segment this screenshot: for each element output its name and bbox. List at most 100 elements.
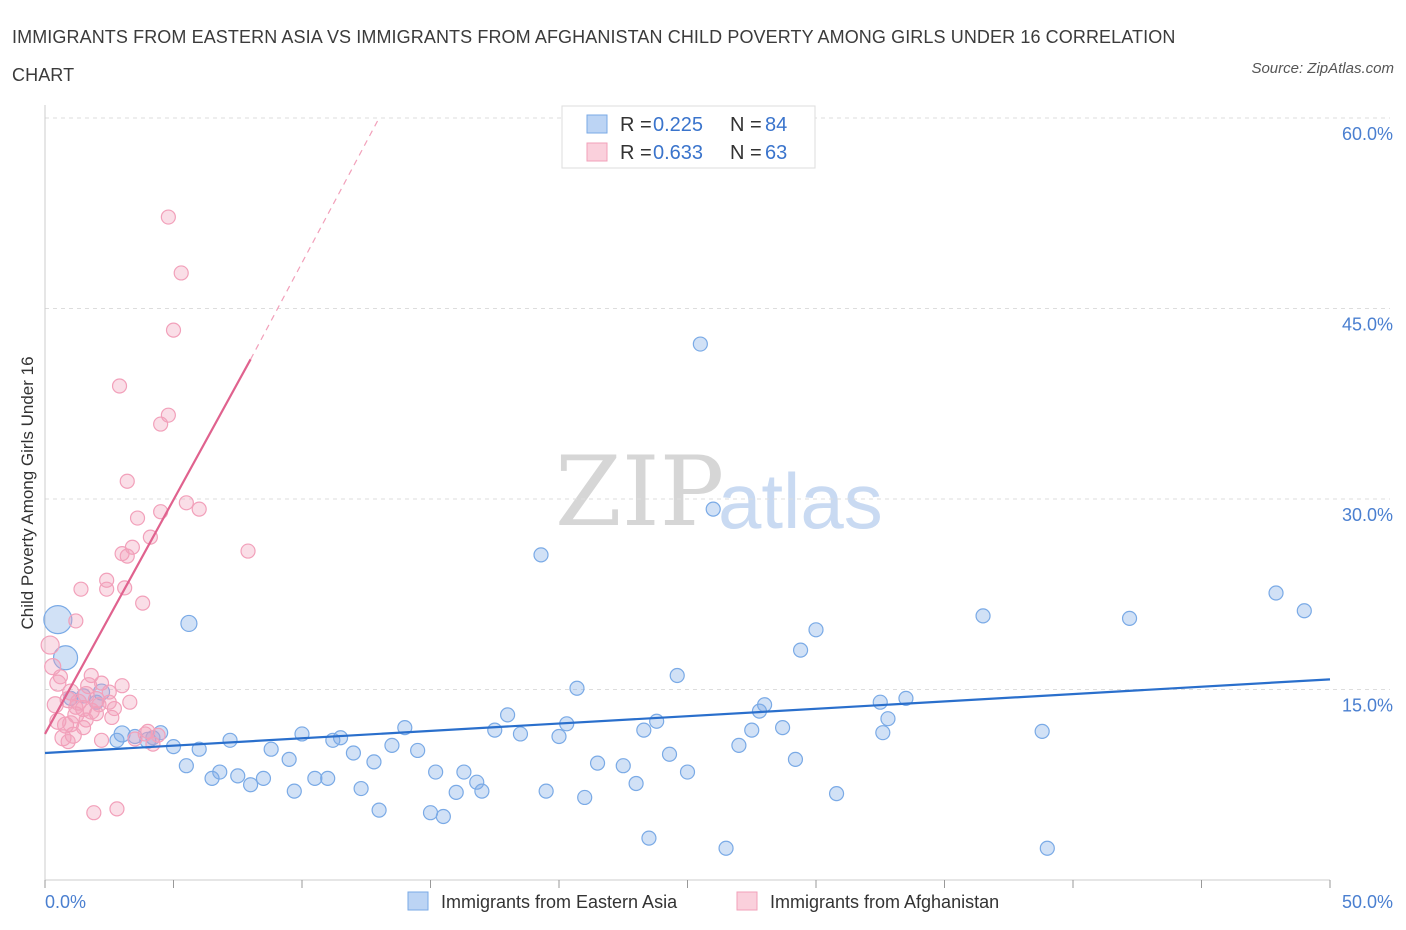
eastern-asia-point-83 <box>109 732 125 748</box>
eastern-asia-point-51 <box>641 830 657 846</box>
afghanistan-point-36 <box>114 678 130 694</box>
y-tick-labels: 15.0% 30.0% 45.0% 60.0% <box>1342 124 1393 716</box>
eastern-asia-point-36 <box>469 774 485 790</box>
eastern-asia-point-17 <box>281 751 297 767</box>
eastern-asia-point-8 <box>180 614 198 633</box>
eastern-asia-point-54 <box>669 667 685 684</box>
eastern-asia-trend-line <box>44 678 1331 755</box>
afghanistan-point-26 <box>93 732 110 748</box>
legend-n-label-0: N = <box>730 114 762 136</box>
afghanistan-point-31 <box>104 709 120 726</box>
eastern-asia-point-21 <box>320 770 336 787</box>
eastern-asia-point-24 <box>345 745 361 761</box>
chart-title: IMMIGRANTS FROM EASTERN ASIA VS IMMIGRAN… <box>12 27 1176 85</box>
eastern-asia-point-15 <box>255 770 272 787</box>
afghanistan-point-61 <box>91 697 107 713</box>
eastern-asia-point-9 <box>191 741 207 757</box>
afghanistan-point-39 <box>119 473 135 489</box>
afghanistan-point-28 <box>99 581 115 597</box>
gridlines <box>45 117 1390 690</box>
afghanistan-point-59 <box>68 699 84 715</box>
afghanistan-point-41 <box>124 539 140 555</box>
eastern-asia-point-35 <box>456 764 472 780</box>
eastern-asia-point-40 <box>512 726 529 742</box>
eastern-asia-point-62 <box>756 697 773 713</box>
legend-box: R = 0.225 N = 84 R = 0.633 N = 63 <box>561 105 816 169</box>
eastern-asia-point-74 <box>1039 840 1055 856</box>
legend-n-value-1: 63 <box>765 142 787 164</box>
bottom-legend-swatch-afghanistan <box>736 891 758 911</box>
eastern-asia-point-37 <box>474 783 490 799</box>
x-tick-label-min: 0.0% <box>45 892 86 912</box>
eastern-asia-point-11 <box>212 764 228 780</box>
eastern-asia-point-73 <box>1034 723 1050 740</box>
eastern-asia-point-57 <box>705 501 721 517</box>
eastern-asia-point-50 <box>636 722 652 738</box>
eastern-asia-point-30 <box>410 742 426 759</box>
eastern-asia-point-31 <box>422 805 439 821</box>
afghanistan-point-34 <box>111 378 128 394</box>
afghanistan-point-13 <box>68 613 84 629</box>
afghanistan-point-19 <box>80 677 98 695</box>
eastern-asia-point-76 <box>1268 585 1284 601</box>
afghanistan-point-40 <box>122 694 138 710</box>
afghanistan-point-62 <box>78 712 94 728</box>
eastern-asia-point-67 <box>828 786 845 802</box>
y-tick-label-30: 30.0% <box>1342 505 1393 525</box>
eastern-asia-point-77 <box>1296 603 1312 619</box>
y-tick-label-15: 15.0% <box>1342 696 1393 716</box>
eastern-asia-point-0 <box>43 605 73 635</box>
legend-n-value-0: 84 <box>765 114 787 136</box>
eastern-asia-point-59 <box>731 737 747 753</box>
eastern-asia-point-72 <box>975 608 991 624</box>
afghanistan-point-5 <box>52 669 69 685</box>
eastern-asia-point-25 <box>353 780 369 797</box>
eastern-asia-point-66 <box>808 622 824 638</box>
afghanistan-point-22 <box>86 805 102 821</box>
eastern-asia-point-26 <box>366 754 382 770</box>
eastern-asia-point-82 <box>153 725 169 741</box>
eastern-asia-point-47 <box>589 755 606 771</box>
watermark: ZIP atlas <box>555 436 883 548</box>
eastern-asia-point-43 <box>551 728 567 745</box>
legend-n-label-1: N = <box>730 142 762 164</box>
eastern-asia-point-49 <box>628 775 644 792</box>
eastern-asia-point-18 <box>286 783 302 799</box>
eastern-asia-point-14 <box>243 777 259 793</box>
afghanistan-point-32 <box>106 700 122 717</box>
eastern-asia-point-28 <box>384 737 400 753</box>
eastern-asia-point-68 <box>872 694 888 710</box>
afghanistan-point-57 <box>191 501 207 517</box>
afghanistan-trend-line <box>44 358 252 735</box>
series-eastern-asia-points <box>43 336 1312 856</box>
eastern-asia-point-53 <box>661 746 678 762</box>
afghanistan-point-0 <box>40 635 60 655</box>
eastern-asia-point-39 <box>500 707 516 723</box>
eastern-asia-point-65 <box>792 642 809 658</box>
legend-swatch-eastern-asia <box>586 114 608 134</box>
afghanistan-point-15 <box>73 581 89 597</box>
eastern-asia-point-69 <box>875 725 891 741</box>
afghanistan-point-44 <box>135 595 151 611</box>
eastern-asia-point-32 <box>428 764 444 780</box>
watermark-atlas: atlas <box>718 457 883 545</box>
eastern-asia-point-70 <box>880 711 896 727</box>
legend-r-value-0: 0.225 <box>653 114 703 136</box>
legend-r-label-0: R = <box>620 114 652 136</box>
eastern-asia-point-20 <box>307 770 323 787</box>
eastern-asia-point-12 <box>222 732 238 748</box>
afghanistan-point-43 <box>129 510 146 526</box>
afghanistan-trend-extension <box>250 117 380 360</box>
eastern-asia-point-56 <box>692 336 708 352</box>
eastern-asia-point-46 <box>577 789 593 806</box>
eastern-asia-point-55 <box>679 764 696 780</box>
afghanistan-point-45 <box>137 726 153 742</box>
eastern-asia-point-38 <box>487 722 503 738</box>
y-axis-label: Child Poverty Among Girls Under 16 <box>18 356 37 629</box>
eastern-asia-point-52 <box>649 713 665 729</box>
eastern-asia-point-13 <box>230 768 246 784</box>
afghanistan-point-21 <box>83 667 99 684</box>
eastern-asia-point-16 <box>263 741 279 757</box>
eastern-asia-point-45 <box>569 680 585 696</box>
eastern-asia-point-34 <box>448 784 464 800</box>
